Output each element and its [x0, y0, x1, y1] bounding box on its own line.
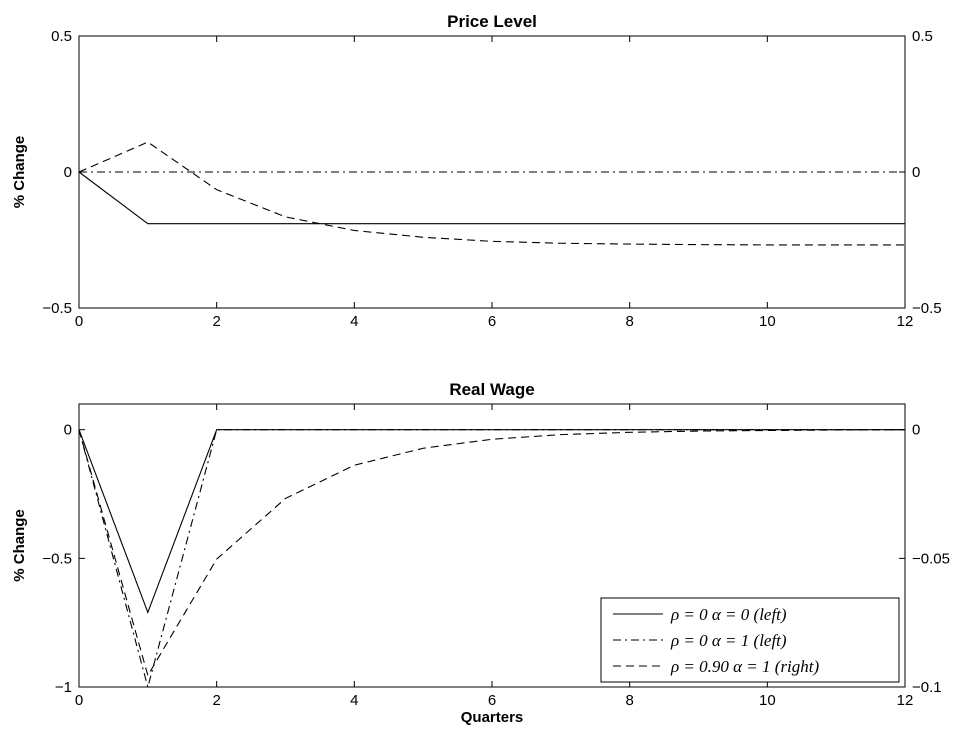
y-tick-label-left: −1 [55, 679, 72, 696]
y-axis-label: % Change [11, 509, 28, 582]
x-tick-label: 12 [897, 692, 914, 709]
series-line-dashdot-left [78, 429, 905, 690]
x-tick-label: 10 [759, 692, 776, 709]
y-tick-label-left: 0 [64, 422, 72, 439]
x-tick-label: 2 [212, 692, 220, 709]
legend-label: ρ = 0.90 α = 1 (right) [670, 657, 819, 676]
y-tick-label-right: −0.5 [912, 300, 942, 317]
y-tick-label-right: 0.5 [912, 28, 933, 45]
series-line-dashed-right [78, 141, 905, 246]
x-tick-label: 10 [759, 313, 776, 330]
x-tick-label: 4 [350, 692, 358, 709]
series-line-dashed-right [78, 429, 906, 677]
y-tick-label-left: 0.5 [51, 28, 72, 45]
chart-title: Real Wage [449, 380, 534, 399]
y-tick-label-left: 0 [64, 164, 72, 181]
x-tick-label: 4 [350, 313, 358, 330]
y-axis-label: % Change [11, 136, 28, 209]
x-tick-label: 0 [75, 692, 83, 709]
x-axis-label: Quarters [461, 709, 524, 726]
chart-title: Price Level [447, 12, 537, 31]
x-tick-label: 8 [625, 313, 633, 330]
y-tick-label-right: 0 [912, 422, 920, 439]
x-tick-label: 2 [212, 313, 220, 330]
series-line-solid-left [78, 429, 905, 614]
legend-label: ρ = 0 α = 1 (left) [670, 631, 787, 650]
y-tick-label-left: −0.5 [42, 300, 72, 317]
legend-label: ρ = 0 α = 0 (left) [670, 605, 787, 624]
real-wage-panel: 0 2 4 6 8 10 12 −1 −0.5 0 −0.1 −0.05 0 Real Wage % Cha… [11, 380, 950, 726]
x-tick-label: 0 [75, 313, 83, 330]
y-tick-label-left: −0.5 [42, 550, 72, 567]
x-tick-label: 6 [488, 692, 496, 709]
y-tick-label-right: 0 [912, 164, 920, 181]
legend-box [600, 597, 900, 683]
x-tick-label: 6 [488, 313, 496, 330]
y-tick-label-right: −0.05 [912, 550, 950, 567]
legend: ρ = 0 α = 0 (left) ρ = 0 α = 1 (left) ρ = … [600, 597, 900, 683]
y-tick-label-right: −0.1 [912, 679, 942, 696]
x-tick-label: 12 [897, 313, 914, 330]
series-line-solid-left [78, 171, 905, 225]
x-tick-label: 8 [625, 692, 633, 709]
